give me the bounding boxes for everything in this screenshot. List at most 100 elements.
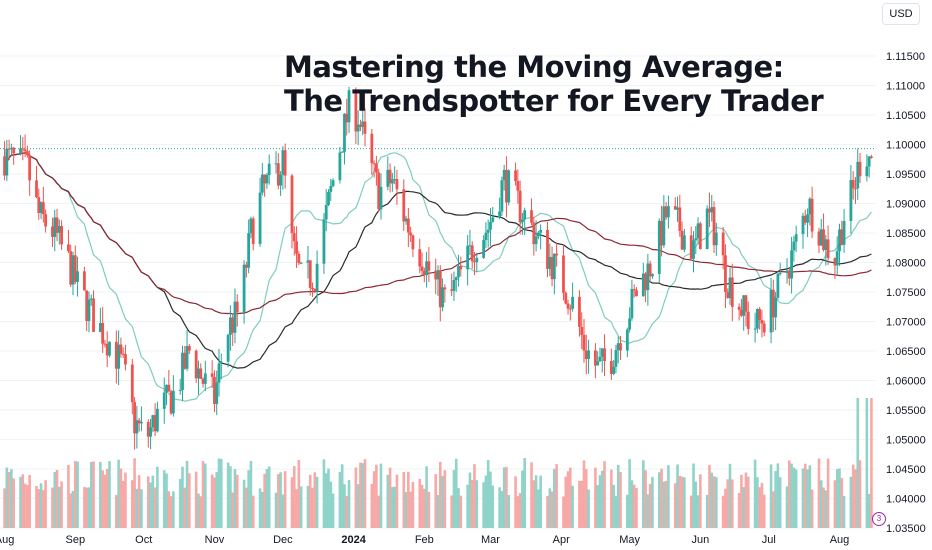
volume-bar [758, 487, 761, 528]
volume-bar [648, 483, 652, 528]
volume-bar [210, 474, 214, 528]
volume-bar [162, 470, 166, 528]
candle-body [183, 352, 187, 369]
candle-body [457, 265, 460, 278]
candle-body [673, 206, 677, 210]
y-tick-label: 1.09500 [886, 169, 926, 181]
candle-body [231, 317, 235, 333]
candle-body [425, 261, 428, 276]
volume-bar [596, 485, 599, 528]
volume-bar [724, 488, 727, 528]
x-tick-label: Jul [762, 534, 776, 546]
volume-bar [213, 477, 216, 528]
time-axis: Aug Sep Oct Nov Dec 2024 Feb Mar Apr May Jun Jul Aug [0, 534, 849, 546]
volume-bar [219, 458, 223, 528]
candle-body [641, 273, 645, 297]
volume-bar [580, 480, 584, 528]
candle-body [682, 235, 686, 250]
candle-body [55, 217, 59, 233]
candle-body [609, 360, 613, 374]
volume-bar [411, 482, 415, 528]
candles [3, 86, 873, 450]
candle-body [564, 292, 568, 304]
candle-body [71, 255, 75, 285]
candle-body [555, 253, 559, 256]
volume-bar [26, 485, 29, 528]
volume-bar [39, 483, 43, 528]
candle-body [482, 240, 486, 258]
candle-body [133, 402, 136, 434]
volume-bar [810, 489, 814, 528]
candle-body [842, 220, 846, 245]
candle-body [436, 270, 440, 280]
candle-body [213, 376, 216, 405]
candle-body [39, 202, 43, 214]
candle-body [803, 215, 807, 223]
volume-bar [249, 461, 253, 528]
candle-body [596, 361, 600, 366]
volume-bar [194, 471, 198, 528]
candle-body [475, 257, 479, 263]
candle-body [390, 179, 394, 184]
volume-bar [612, 484, 615, 528]
volume-bar [867, 493, 871, 528]
events-icon[interactable]: 3 [872, 512, 886, 526]
candle-body [258, 192, 262, 244]
volume-bar [393, 486, 396, 528]
candle-body [247, 233, 251, 268]
volume-bar [71, 490, 75, 528]
candle-body [523, 210, 527, 220]
volume-bar [838, 468, 841, 528]
candle-body [438, 270, 442, 308]
volume-bar [44, 480, 47, 528]
candle-body [249, 218, 253, 234]
volume-bar [582, 460, 586, 528]
candle-body [199, 368, 203, 379]
candle-body [98, 323, 102, 332]
volume-bar [824, 490, 828, 528]
volume-bar [231, 492, 234, 528]
volume-bar [215, 472, 219, 528]
candle-body [566, 303, 570, 309]
candle-body [165, 384, 168, 393]
volume-bar [151, 475, 155, 528]
volume-bar [516, 496, 520, 528]
candle-body [571, 296, 574, 309]
candle-body [311, 287, 314, 290]
volume-bar [133, 458, 136, 528]
volume-bar [514, 476, 517, 528]
candle-body [635, 290, 638, 297]
volume-bar [322, 459, 326, 528]
candle-body [698, 223, 702, 250]
volume-bar [242, 479, 246, 528]
volume-bar [484, 475, 488, 528]
candle-body [600, 348, 604, 357]
candle-body [705, 208, 709, 250]
volume-bar [370, 484, 374, 528]
candle-body [44, 214, 48, 227]
y-tick-label: 1.11000 [886, 81, 925, 93]
volume-bar [185, 460, 189, 528]
volume-bar [584, 469, 588, 528]
candle-body [299, 262, 303, 264]
currency-badge[interactable]: USD [882, 3, 920, 25]
volume-bar [694, 481, 698, 528]
candle-body [778, 272, 782, 274]
candle-body [411, 235, 415, 250]
candle-body [450, 289, 454, 291]
candle-body [500, 180, 504, 212]
candle-body [229, 317, 232, 335]
candle-body [657, 220, 661, 274]
candle-body [167, 384, 171, 392]
volume-bar [555, 464, 558, 528]
volume-bar [756, 477, 759, 528]
candle-body [327, 191, 330, 205]
candle-body [242, 264, 246, 313]
candle-body [354, 90, 358, 132]
candle-body [746, 311, 750, 329]
candle-body [226, 334, 230, 362]
volume-bar [498, 487, 501, 528]
volume-bar [85, 487, 88, 528]
volume-bar [603, 461, 606, 528]
